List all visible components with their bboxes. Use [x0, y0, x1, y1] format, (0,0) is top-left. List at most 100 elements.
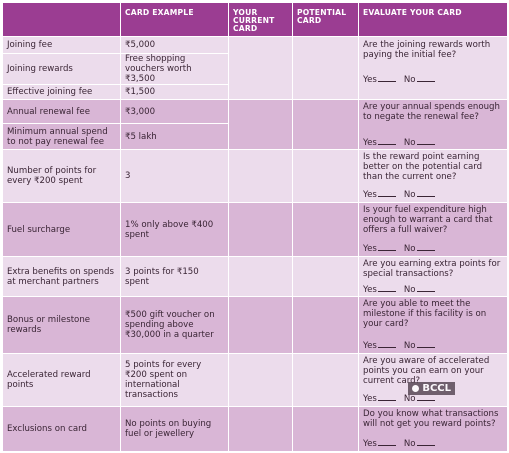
yes-no-answer[interactable]: Yes No	[363, 283, 503, 295]
row-label: Number of points for every ₹200 spent	[2, 149, 121, 203]
current-card-input-cell[interactable]	[228, 256, 293, 297]
no-label: No	[403, 190, 416, 200]
row-label: Effective joining fee	[2, 84, 121, 100]
yes-no-answer[interactable]: Yes No	[363, 392, 503, 404]
header-row: CARD EXAMPLE YOUR CURRENT CARD POTENTIAL…	[2, 2, 508, 37]
yes-blank[interactable]	[377, 437, 396, 446]
evaluation-question: Do you know what transactions will not g…	[363, 409, 499, 429]
potential-card-input-cell[interactable]	[292, 36, 359, 100]
table-row: Annual renewal fee ₹3,000 Are your annua…	[2, 99, 508, 150]
table-row: Effective joining fee ₹1,500	[2, 84, 508, 100]
potential-card-input-cell[interactable]	[292, 296, 359, 354]
evaluation-cell: Are you able to meet the milestone if th…	[358, 296, 508, 354]
evaluation-cell: Is your fuel expenditure high enough to …	[358, 202, 508, 257]
table-row: Bonus or milestone rewards ₹500 gift vou…	[2, 296, 508, 354]
table-row: Accelerated reward points 5 points for e…	[2, 353, 508, 407]
yes-no-answer[interactable]: Yes No	[363, 136, 503, 148]
yes-no-answer[interactable]: Yes No	[363, 437, 503, 449]
evaluation-question: Is your fuel expenditure high enough to …	[363, 205, 493, 235]
current-card-input-cell[interactable]	[228, 202, 293, 257]
potential-card-input-cell[interactable]	[292, 99, 359, 150]
no-blank[interactable]	[416, 339, 435, 348]
watermark-text: BCCL	[422, 383, 451, 394]
potential-card-input-cell[interactable]	[292, 353, 359, 407]
row-example: ₹5 lakh	[120, 123, 229, 150]
row-example: No points on buying fuel or jewellery	[120, 406, 229, 452]
yes-blank[interactable]	[377, 73, 396, 82]
header-card-example: CARD EXAMPLE	[120, 2, 229, 37]
row-example: ₹500 gift voucher on spending above ₹30,…	[120, 296, 229, 354]
no-label: No	[403, 138, 416, 148]
no-blank[interactable]	[416, 136, 435, 145]
no-blank[interactable]	[416, 242, 435, 251]
table-row: Extra benefits on spends at merchant par…	[2, 256, 508, 297]
yes-label: Yes	[363, 285, 377, 295]
yes-blank[interactable]	[377, 392, 396, 401]
no-blank[interactable]	[416, 283, 435, 292]
no-blank[interactable]	[416, 188, 435, 197]
table-row: Joining fee ₹5,000 Are the joining rewar…	[2, 36, 508, 100]
yes-blank[interactable]	[377, 136, 396, 145]
no-label: No	[403, 439, 416, 449]
row-label: Exclusions on card	[2, 406, 121, 452]
row-example: ₹5,000	[120, 36, 229, 54]
no-label: No	[403, 244, 416, 254]
evaluation-question: Is the reward point earning better on th…	[363, 152, 483, 182]
current-card-input-cell[interactable]	[228, 353, 293, 407]
bccl-watermark: BCCL	[408, 382, 455, 395]
row-example: Free shopping vouchers worth ₹3,500	[120, 53, 229, 85]
evaluation-question: Are you aware of accelerated points you …	[363, 356, 490, 386]
current-card-input-cell[interactable]	[228, 296, 293, 354]
no-blank[interactable]	[416, 437, 435, 446]
no-label: No	[403, 394, 416, 404]
yes-blank[interactable]	[377, 188, 396, 197]
table-row: Number of points for every ₹200 spent 3 …	[2, 149, 508, 203]
current-card-input-cell[interactable]	[228, 406, 293, 452]
table-row: Fuel surcharge 1% only above ₹400 spent …	[2, 202, 508, 257]
header-potential-line2: CARD	[297, 16, 322, 25]
yes-label: Yes	[363, 138, 377, 148]
header-current-line1: YOUR	[233, 8, 258, 17]
yes-blank[interactable]	[377, 339, 396, 348]
yes-blank[interactable]	[377, 283, 396, 292]
potential-card-input-cell[interactable]	[292, 149, 359, 203]
evaluation-question: Are you earning extra points for special…	[363, 259, 501, 279]
row-example: 3	[120, 149, 229, 203]
table-row: Exclusions on card No points on buying f…	[2, 406, 508, 452]
row-label: Annual renewal fee	[2, 99, 121, 124]
evaluation-cell: Is the reward point earning better on th…	[358, 149, 508, 203]
no-label: No	[403, 285, 416, 295]
no-blank[interactable]	[416, 392, 435, 401]
header-label-column	[2, 2, 121, 37]
potential-card-input-cell[interactable]	[292, 406, 359, 452]
current-card-input-cell[interactable]	[228, 99, 293, 150]
header-current-line2: CURRENT	[233, 16, 275, 25]
yes-no-answer[interactable]: Yes No	[363, 188, 503, 200]
row-label: Extra benefits on spends at merchant par…	[2, 256, 121, 297]
row-example: 5 points for every ₹200 spent on interna…	[120, 353, 229, 407]
yes-label: Yes	[363, 190, 377, 200]
yes-blank[interactable]	[377, 242, 396, 251]
potential-card-input-cell[interactable]	[292, 256, 359, 297]
yes-label: Yes	[363, 341, 377, 351]
header-potential-card: POTENTIAL CARD	[292, 2, 359, 37]
row-label: Accelerated reward points	[2, 353, 121, 407]
evaluation-question: Are you able to meet the milestone if th…	[363, 299, 487, 329]
row-label: Bonus or milestone rewards	[2, 296, 121, 354]
current-card-input-cell[interactable]	[228, 149, 293, 203]
potential-card-input-cell[interactable]	[292, 202, 359, 257]
row-label: Joining rewards	[2, 53, 121, 85]
evaluation-question: Are the joining rewards worth paying the…	[363, 40, 491, 60]
yes-no-answer[interactable]: Yes No	[363, 339, 503, 351]
yes-no-answer[interactable]: Yes No	[363, 242, 503, 254]
current-card-input-cell[interactable]	[228, 36, 293, 100]
no-label: No	[403, 75, 416, 85]
evaluation-cell: Are your annual spends enough to negate …	[358, 99, 508, 150]
yes-label: Yes	[363, 75, 377, 85]
header-current-line3: CARD	[233, 24, 258, 33]
header-evaluate-your-card: EVALUATE YOUR CARD	[358, 2, 508, 37]
yes-no-answer[interactable]: Yes No	[363, 73, 503, 85]
yes-label: Yes	[363, 244, 377, 254]
no-blank[interactable]	[416, 73, 435, 82]
